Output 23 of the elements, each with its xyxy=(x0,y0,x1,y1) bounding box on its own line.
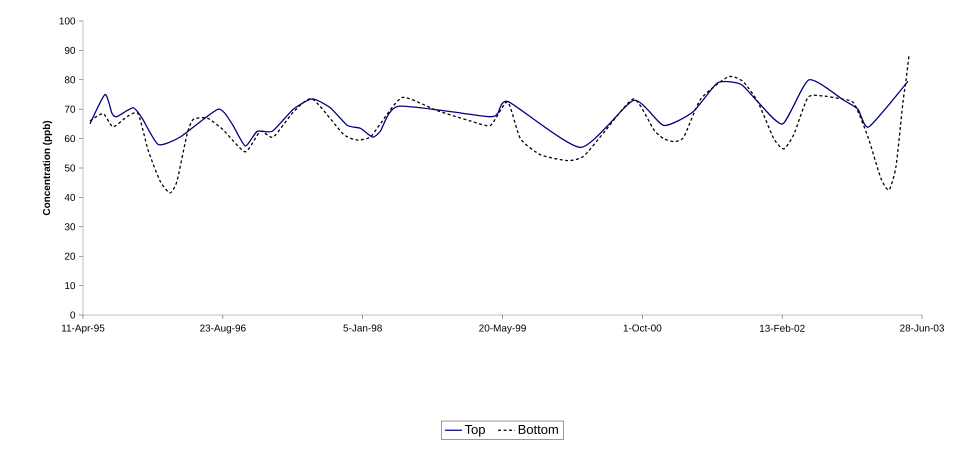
x-tick-label: 1-Oct-00 xyxy=(624,324,662,332)
x-tick-label: 28-Jun-03 xyxy=(900,324,944,332)
y-tick-label: 30 xyxy=(64,223,76,230)
x-tick-label: 23-Aug-96 xyxy=(200,324,246,334)
legend-label: Bottom xyxy=(518,425,558,434)
y-tick-label: 80 xyxy=(64,76,76,84)
y-tick-label: 20 xyxy=(64,252,76,260)
y-tick-label: 40 xyxy=(64,194,76,201)
legend-label: Top xyxy=(464,425,485,437)
x-tick-label: 5-Jan-98 xyxy=(343,324,382,332)
y-tick-label: 70 xyxy=(64,106,76,113)
y-tick-label: 100 xyxy=(60,17,76,25)
x-tick-label: 20-May-99 xyxy=(479,324,526,334)
y-axis-title: Concentration (ppb) xyxy=(42,120,52,216)
y-tick-label: 90 xyxy=(64,46,76,54)
x-tick-label: 11-Apr-95 xyxy=(62,324,104,334)
line-series xyxy=(89,79,909,148)
line-series xyxy=(89,56,910,194)
y-tick-label: 0 xyxy=(70,311,76,319)
x-tick-label: 13-Feb-02 xyxy=(760,324,805,332)
y-tick-label: 10 xyxy=(65,282,76,290)
y-tick-label: 50 xyxy=(64,164,76,172)
y-tick-label: 60 xyxy=(64,135,76,142)
